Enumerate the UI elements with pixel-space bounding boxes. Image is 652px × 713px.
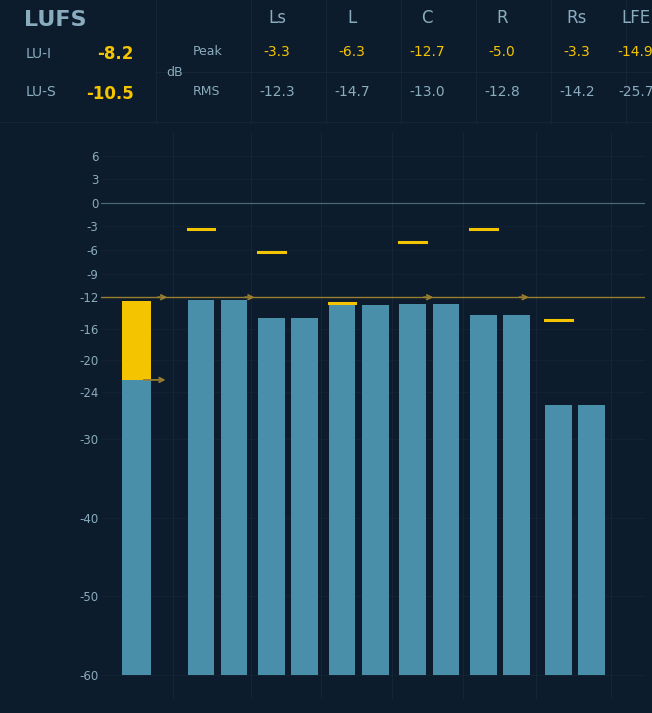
Text: R: R — [496, 9, 508, 26]
Text: Peak: Peak — [192, 45, 222, 58]
Text: -12.7: -12.7 — [409, 45, 445, 59]
Text: -8.2: -8.2 — [97, 45, 134, 63]
Text: -12.3: -12.3 — [259, 85, 295, 99]
Bar — [122, 380, 151, 675]
Text: Ls: Ls — [268, 9, 286, 26]
Text: -14.7: -14.7 — [334, 85, 370, 99]
Text: LFE: LFE — [621, 9, 650, 26]
Bar — [122, 301, 151, 380]
Bar — [578, 405, 605, 675]
Bar — [433, 304, 459, 675]
Bar — [470, 314, 497, 675]
Bar — [329, 305, 355, 675]
Bar — [400, 304, 426, 675]
Bar — [188, 299, 214, 675]
Text: C: C — [421, 9, 433, 26]
Bar — [545, 405, 572, 675]
Text: dB: dB — [166, 66, 183, 79]
Text: LUFS: LUFS — [24, 10, 87, 30]
Text: -3.3: -3.3 — [563, 45, 591, 59]
Bar — [221, 299, 247, 675]
Text: LU-I: LU-I — [26, 47, 52, 61]
Bar — [291, 319, 318, 675]
Text: -14.9: -14.9 — [618, 45, 652, 59]
Text: -5.0: -5.0 — [488, 45, 516, 59]
Text: -12.8: -12.8 — [484, 85, 520, 99]
Bar — [503, 314, 530, 675]
Text: LU-S: LU-S — [26, 85, 57, 99]
Text: -13.0: -13.0 — [409, 85, 445, 99]
Bar — [362, 305, 389, 675]
Text: -3.3: -3.3 — [263, 45, 291, 59]
Text: L: L — [348, 9, 357, 26]
Text: -10.5: -10.5 — [86, 85, 134, 103]
Text: -25.7: -25.7 — [618, 85, 652, 99]
Text: Rs: Rs — [567, 9, 587, 26]
Text: RMS: RMS — [192, 85, 220, 98]
Bar — [258, 319, 285, 675]
Text: -14.2: -14.2 — [559, 85, 595, 99]
Text: -6.3: -6.3 — [338, 45, 366, 59]
